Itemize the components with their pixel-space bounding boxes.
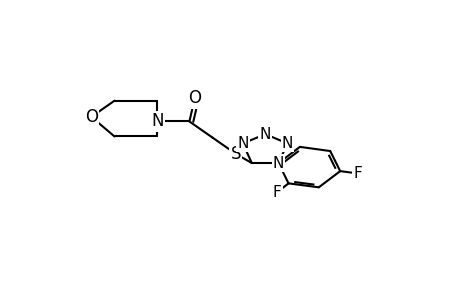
Text: N: N: [281, 136, 292, 151]
Text: O: O: [188, 89, 201, 107]
Text: N: N: [237, 136, 248, 151]
Text: O: O: [84, 108, 98, 126]
Text: F: F: [353, 166, 361, 181]
Text: N: N: [151, 112, 163, 130]
Text: F: F: [272, 185, 281, 200]
Text: N: N: [272, 155, 284, 170]
Text: S: S: [230, 145, 241, 163]
Text: N: N: [259, 127, 270, 142]
